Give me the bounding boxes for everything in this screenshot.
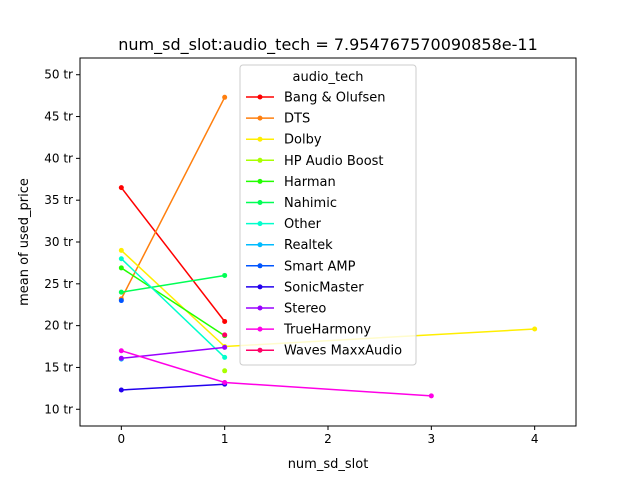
legend-entry-waves-maxxaudio: Waves MaxxAudio [246,344,402,359]
y-tick-label: 15 tr [44,360,73,374]
legend-label: HP Audio Boost [284,154,384,169]
legend-entry-bang-olufsen: Bang & Olufsen [246,91,385,106]
legend-entry-smart-amp: Smart AMP [246,259,356,274]
data-point-harman [118,265,124,271]
x-tick-label: 1 [221,432,229,446]
y-axis: 10 tr 15 tr 20 tr 25 tr 30 tr 35 tr 40 tr 45 tr… [44,68,80,416]
legend-label: Harman [284,175,336,190]
x-tick-label: 3 [428,432,436,446]
series-line-harman [120,267,226,337]
legend-swatch-marker [257,115,263,121]
data-point-sonicmaster [118,387,124,393]
data-point-dolby [118,247,124,253]
legend-label: SonicMaster [284,280,364,295]
data-point-other [222,354,228,360]
legend-swatch-marker [257,221,263,227]
series-waves-maxxaudio [222,332,228,338]
x-tick-label: 4 [531,432,539,446]
y-tick-label: 25 tr [44,277,73,291]
series-line-dts [120,96,226,300]
legend-label: Waves MaxxAudio [284,344,402,359]
data-point-trueharmony [428,393,434,399]
legend-swatch-marker [257,263,263,269]
legend-entry-trueharmony: TrueHarmony [246,323,371,338]
data-point-stereo [222,344,228,350]
legend-entry-nahimic: Nahimic [246,196,337,211]
data-point-other [118,256,124,262]
legend-label: Other [284,217,322,232]
series-hp-audio-boost [222,368,228,374]
legend-swatch-marker [257,94,263,100]
series-bang-olufsen [118,185,228,324]
legend-label: DTS [284,112,310,127]
legend-label: TrueHarmony [283,323,371,338]
legend-label: Dolby [284,133,322,148]
legend-label: Stereo [284,302,326,317]
legend-entry-stereo: Stereo [246,302,326,317]
legend-swatch-marker [257,326,263,332]
series-line-other [120,258,226,358]
x-tick-label: 0 [118,432,126,446]
data-point-dolby [532,326,538,332]
legend: audio_tech Bang & Olufsen DTS Dolby HP Audi… [239,64,417,366]
legend-label: Nahimic [284,196,337,211]
legend-label: Realtek [284,238,333,253]
data-point-smart-amp [118,298,124,304]
series-trueharmony [118,348,434,399]
series-layer [118,94,538,399]
y-tick-label: 50 tr [44,68,73,82]
legend-entry-hp-audio-boost: HP Audio Boost [246,154,384,169]
y-tick-label: 35 tr [44,193,73,207]
data-point-waves-maxxaudio [222,332,228,338]
legend-entries: Bang & Olufsen DTS Dolby HP Audio Boost Harm… [246,91,402,359]
data-point-bang-olufsen [118,185,124,191]
legend-swatch-marker [257,157,263,163]
legend-entry-realtek: Realtek [246,238,333,253]
y-tick-label: 10 tr [44,402,73,416]
series-other [118,256,228,360]
legend-title: audio_tech [292,70,363,85]
legend-entry-dts: DTS [246,112,310,127]
data-point-bang-olufsen [222,318,228,324]
series-smart-amp [118,298,124,304]
x-axis: 0 1 2 3 4 [118,426,539,446]
y-axis-label: mean of used_price [17,178,32,306]
chart-title: num_sd_slot:audio_tech = 7.9547675700908… [118,35,538,55]
series-line-nahimic [121,274,225,293]
y-tick-label: 30 tr [44,235,73,249]
legend-swatch-marker [257,305,263,311]
legend-box [239,64,417,366]
legend-entry-other: Other [246,217,322,232]
legend-entry-dolby: Dolby [246,133,322,148]
data-point-dts [222,94,228,100]
legend-label: Bang & Olufsen [284,91,385,106]
x-axis-label: num_sd_slot [288,457,369,472]
data-point-stereo [118,355,124,361]
legend-swatch-marker [257,347,263,353]
legend-entry-sonicmaster: SonicMaster [246,280,364,295]
legend-swatch-marker [257,284,263,290]
series-line-sonicmaster [121,383,225,391]
legend-label: Smart AMP [284,259,356,274]
y-tick-label: 45 tr [44,110,73,124]
y-tick-label: 20 tr [44,319,73,333]
data-point-trueharmony [118,348,124,354]
legend-swatch-marker [257,136,263,142]
legend-swatch-marker [257,200,263,205]
data-point-nahimic [222,272,228,278]
series-nahimic [118,272,228,295]
y-tick-label: 40 tr [44,151,73,165]
legend-entry-harman: Harman [246,175,336,190]
data-point-hp-audio-boost [222,368,228,374]
data-point-trueharmony [222,380,228,386]
legend-swatch-marker [257,242,263,248]
data-point-nahimic [118,289,124,295]
x-tick-label: 2 [324,432,332,446]
legend-swatch-marker [257,178,263,184]
series-line-bang-olufsen [120,187,226,322]
